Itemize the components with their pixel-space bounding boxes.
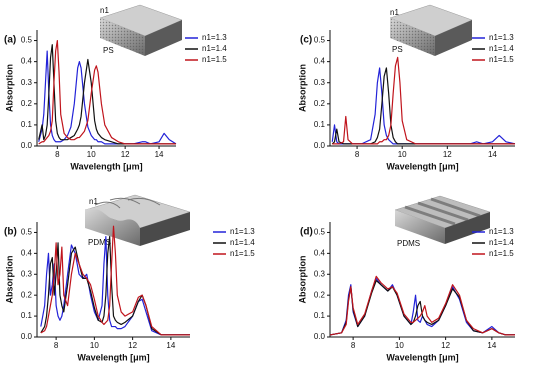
y-axis-title: Absorption (297, 64, 307, 112)
data-line (329, 275, 515, 336)
y-tick-label: 0.0 (21, 141, 33, 150)
y-tick-label: 0.4 (21, 57, 33, 66)
annotation: PDMS (397, 239, 420, 248)
panel: (d) 0.0 0.1 0.2 0.3 0.4 0.5 8 10 12 14 Absorption Wa… (297, 222, 515, 362)
y-tick-label: 0.0 (314, 141, 326, 150)
y-tick-label: 0.5 (314, 228, 326, 237)
inset-structure (394, 195, 491, 244)
x-tick-label: 14 (166, 341, 175, 350)
annotation: PDMS (88, 238, 111, 247)
legend-label: n1=1.5 (489, 55, 514, 64)
legend-label: n1=1.3 (202, 33, 227, 42)
y-tick-label: 0.3 (21, 78, 33, 87)
y-tick-label: 0.5 (21, 228, 33, 237)
panel-label: (b) (4, 227, 17, 238)
x-tick-label: 14 (155, 150, 164, 159)
y-tick-label: 0.4 (314, 57, 326, 66)
panel: (b) 0.0 0.1 0.2 0.3 0.4 0.5 8 10 12 14 Absorption Wa… (4, 222, 255, 362)
x-axis-title: Wavelength [μm] (386, 352, 458, 362)
x-tick-label: 12 (121, 150, 130, 159)
legend-label: n1=1.4 (230, 238, 255, 247)
y-tick-label: 0.5 (314, 36, 326, 45)
y-tick-label: 0.1 (314, 311, 326, 320)
y-tick-label: 0.1 (21, 120, 33, 129)
panel-label: (d) (300, 227, 313, 238)
legend-label: n1=1.5 (489, 249, 514, 258)
x-tick-label: 10 (90, 341, 99, 350)
y-tick-label: 0.2 (314, 290, 326, 299)
x-axis-title: Wavelength [μm] (70, 161, 142, 171)
data-line (40, 236, 190, 336)
panel-label: (a) (4, 35, 16, 46)
inset-structure (389, 4, 473, 56)
x-tick-label: 14 (488, 150, 497, 159)
x-tick-label: 14 (487, 341, 496, 350)
y-axis-title: Absorption (4, 256, 14, 304)
x-tick-label: 8 (351, 341, 356, 350)
legend-label: n1=1.4 (489, 44, 514, 53)
data-line (331, 67, 515, 145)
y-tick-label: 0.0 (21, 332, 33, 341)
y-tick-label: 0.2 (314, 99, 326, 108)
y-tick-label: 0.2 (21, 99, 33, 108)
y-axis-title: Absorption (4, 64, 14, 112)
data-line (40, 225, 190, 336)
inset-structure (84, 194, 191, 246)
annotation: n1 (100, 6, 109, 15)
y-tick-label: 0.3 (314, 78, 326, 87)
panel-label: (c) (300, 35, 312, 46)
legend-label: n1=1.4 (489, 238, 514, 247)
legend-label: n1=1.5 (202, 55, 227, 64)
x-axis-title: Wavelength [μm] (77, 352, 149, 362)
x-tick-label: 10 (398, 150, 407, 159)
data-line (38, 39, 176, 145)
y-tick-label: 0.3 (314, 269, 326, 278)
x-tick-label: 8 (355, 150, 360, 159)
data-line (332, 56, 515, 145)
panel: (c) 0.0 0.1 0.2 0.3 0.4 0.5 8 10 12 14 Absorption Wa… (297, 30, 516, 171)
inset-structure (99, 4, 183, 56)
y-tick-label: 0.4 (21, 248, 33, 257)
x-tick-label: 10 (395, 341, 404, 350)
x-tick-label: 12 (443, 150, 452, 159)
legend-label: n1=1.3 (489, 227, 514, 236)
annotation: PS (392, 45, 403, 54)
y-tick-label: 0.3 (21, 269, 33, 278)
x-tick-label: 8 (54, 341, 59, 350)
y-tick-label: 0.5 (21, 36, 33, 45)
legend-label: n1=1.5 (230, 249, 255, 258)
legend-label: n1=1.4 (202, 44, 227, 53)
annotation: n1 (89, 197, 98, 206)
y-tick-label: 0.2 (21, 290, 33, 299)
x-tick-label: 8 (55, 150, 60, 159)
y-tick-label: 0.1 (21, 311, 33, 320)
legend-label: n1=1.3 (489, 33, 514, 42)
legend-label: n1=1.3 (230, 227, 255, 236)
x-tick-label: 10 (87, 150, 96, 159)
annotation: n1 (390, 8, 399, 17)
y-tick-label: 0.4 (314, 248, 326, 257)
y-tick-label: 0.1 (314, 120, 326, 129)
x-axis-title: Wavelength [μm] (386, 161, 458, 171)
data-line (331, 67, 516, 145)
annotation: PS (103, 46, 114, 55)
data-line (329, 279, 515, 336)
y-tick-label: 0.0 (314, 332, 326, 341)
panel: (a) 0.0 0.1 0.2 0.3 0.4 0.5 8 10 12 14 Absorption Wa… (4, 30, 227, 171)
x-tick-label: 12 (441, 341, 450, 350)
y-axis-title: Absorption (297, 256, 307, 304)
x-tick-label: 12 (128, 341, 137, 350)
